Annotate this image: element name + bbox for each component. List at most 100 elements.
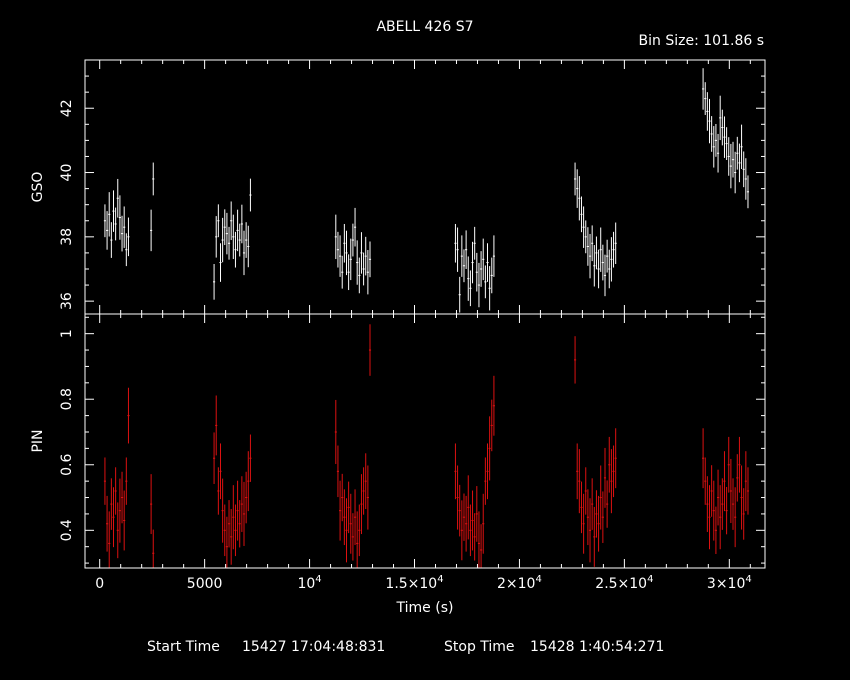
- gso-data-point: [586, 227, 589, 266]
- pin-data-point: [702, 428, 705, 489]
- pin-data-point: [488, 416, 491, 481]
- gso-y-tick-label: 40: [59, 164, 75, 182]
- gso-data-point: [358, 257, 361, 294]
- pin-data-point: [460, 500, 463, 561]
- gso-data-point: [580, 196, 583, 233]
- pin-data-point: [714, 506, 717, 554]
- x-tick-label: 104: [297, 574, 321, 592]
- pin-data-point: [595, 490, 598, 538]
- gso-data-point: [247, 225, 250, 268]
- gso-data-point: [727, 137, 730, 176]
- gso-data-point: [744, 158, 747, 200]
- gso-data-point: [475, 252, 478, 292]
- gso-data-point: [591, 225, 594, 262]
- gso-data-point: [578, 176, 581, 221]
- pin-data-point: [120, 471, 124, 524]
- pin-data-point: [704, 457, 707, 505]
- pin-data-point: [610, 449, 613, 514]
- start-time-label: Start Time: [147, 639, 220, 655]
- gso-data-point: [488, 266, 491, 311]
- gso-data-point: [595, 236, 598, 270]
- pin-data-point: [232, 485, 235, 550]
- pin-data-point: [725, 486, 728, 535]
- gso-data-point: [573, 162, 577, 196]
- pin-data-point: [708, 485, 711, 550]
- pin-data-point: [582, 493, 585, 554]
- pin-data-point: [213, 432, 216, 484]
- pin-data-point: [467, 475, 470, 540]
- gso-data-point: [227, 226, 231, 260]
- pin-data-point: [603, 447, 607, 508]
- x-tick-label: 3×104: [707, 574, 752, 592]
- pin-y-tick-label: 1: [59, 329, 75, 338]
- pin-data-point: [108, 511, 111, 568]
- pin-panel: 0.4 0.6 0.8 1 PIN: [30, 313, 766, 569]
- gso-data-point: [219, 243, 222, 282]
- pin-data-point: [240, 476, 243, 532]
- pin-data-point: [744, 451, 747, 512]
- gso-data-point: [152, 162, 155, 196]
- gso-data-point: [341, 255, 344, 289]
- gso-data-point: [245, 222, 248, 258]
- stop-time-value: 15428 1:40:54:271: [530, 639, 664, 655]
- pin-data-point: [576, 443, 579, 500]
- pin-data-point: [236, 480, 239, 541]
- x-axis-tick-labels: 0 5000 104 1.5×104 2×104 2.5×104 3×104: [95, 574, 752, 592]
- gso-data-point: [480, 251, 483, 287]
- pin-data-point: [736, 454, 739, 502]
- pin-data-point: [339, 480, 342, 541]
- pin-data-point: [116, 502, 119, 559]
- pin-data-point: [591, 478, 594, 530]
- pin-data-point: [230, 509, 233, 565]
- gso-data-point: [582, 206, 585, 248]
- pin-data-point: [734, 487, 737, 548]
- gso-data-point: [234, 231, 237, 268]
- gso-data-point: [351, 223, 354, 257]
- gso-data-point: [467, 256, 470, 301]
- pin-data-point: [249, 434, 252, 482]
- pin-data-point: [106, 495, 109, 552]
- pin-data-point: [462, 493, 466, 541]
- gso-data-point: [127, 217, 130, 257]
- gso-data-point: [601, 244, 604, 281]
- gso-data-point: [249, 178, 252, 212]
- pin-data-point: [716, 469, 720, 526]
- gso-data-point: [343, 223, 346, 263]
- pin-data-point: [456, 465, 459, 530]
- pin-data-point: [721, 478, 724, 530]
- gso-data-point: [360, 232, 363, 274]
- pin-data-point: [614, 428, 617, 489]
- gso-data-point: [240, 204, 243, 244]
- gso-data-points: [103, 68, 750, 313]
- gso-data-point: [353, 207, 357, 247]
- gso-y-tick-label: 38: [59, 228, 75, 246]
- gso-data-point: [368, 241, 372, 278]
- pin-data-point: [347, 481, 350, 534]
- pin-data-point: [343, 489, 346, 546]
- pin-data-point: [492, 375, 495, 436]
- gso-data-point: [339, 235, 342, 277]
- x-tick-label: 2×104: [497, 574, 542, 592]
- gso-data-point: [490, 257, 493, 294]
- pin-data-point: [738, 436, 741, 493]
- x-axis-label: Time (s): [396, 600, 454, 616]
- pin-data-point: [217, 467, 220, 515]
- pin-data-point: [458, 484, 461, 537]
- pin-data-point: [364, 453, 367, 510]
- pin-data-point: [454, 443, 457, 500]
- pin-y-tick-label: 0.8: [59, 388, 75, 410]
- gso-data-point: [723, 116, 726, 158]
- gso-data-point: [364, 236, 367, 276]
- gso-data-point: [729, 143, 732, 189]
- gso-data-point: [347, 254, 350, 291]
- gso-data-point: [721, 109, 724, 146]
- pin-data-point: [345, 498, 348, 563]
- gso-data-point: [740, 124, 743, 169]
- gso-data-point: [597, 249, 600, 289]
- gso-data-point: [123, 206, 126, 248]
- pin-data-point: [710, 465, 713, 517]
- stop-time-label: Stop Time: [444, 639, 515, 655]
- plot-title: ABELL 426 S7: [376, 19, 473, 35]
- pin-data-point: [475, 486, 478, 542]
